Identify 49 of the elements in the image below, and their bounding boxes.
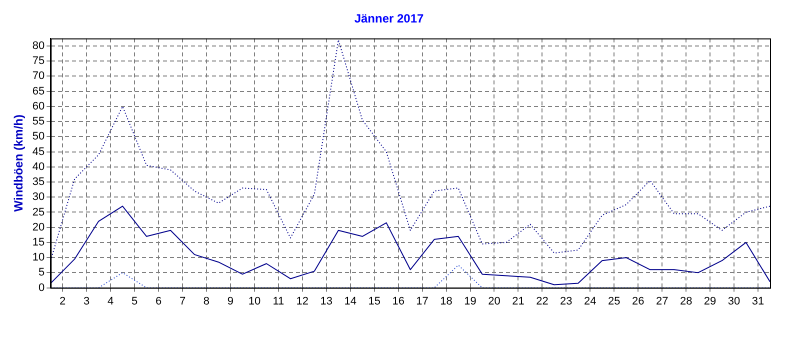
y-tick-label: 60 [32,100,45,112]
x-tick-label: 22 [536,295,548,308]
x-tick-label: 18 [440,295,452,308]
y-tick-label: 35 [32,176,45,188]
x-tick-label: 28 [680,295,692,308]
x-tick-label: 27 [656,295,668,308]
x-tick-label: 5 [132,295,138,308]
x-tick-label: 15 [368,295,380,308]
y-tick-label: 80 [32,40,45,52]
x-tick-label: 13 [320,295,333,308]
x-tick-label: 2 [60,295,66,308]
y-tick-label: 5 [38,266,45,279]
x-tick-label: 7 [179,295,186,308]
x-tick-label: 4 [108,295,114,308]
x-tick-label: 10 [248,295,261,308]
x-tick-label: 24 [584,295,596,308]
y-tick-label: 20 [32,221,45,234]
y-tick-label: 55 [32,116,45,128]
x-tick-label: 11 [272,295,284,308]
y-tick-label: 25 [32,206,45,218]
y-tick-label: 15 [32,236,45,248]
x-tick-label: 6 [155,295,162,308]
y-tick-label: 50 [32,130,45,143]
x-tick-label: 9 [227,295,234,308]
y-tick-label: 0 [38,282,45,294]
y-tick-label: 45 [32,146,45,158]
y-tick-label: 40 [32,160,45,173]
y-tick-label: 65 [32,85,45,98]
x-tick-label: 29 [704,295,716,308]
x-tick-label: 31 [752,295,764,308]
x-tick-label: 19 [464,295,476,308]
y-tick-label: 30 [32,191,45,204]
y-tick-label: 70 [32,70,45,82]
x-tick-label: 12 [296,295,309,308]
x-tick-label: 25 [608,295,620,308]
x-tick-label: 21 [512,295,524,308]
x-tick-label: 26 [632,295,644,308]
x-tick-label: 8 [203,295,210,308]
y-tick-label: 75 [32,55,45,68]
chart-title: Jänner 2017 [354,12,424,26]
x-tick-label: 23 [560,295,572,308]
x-tick-label: 3 [84,295,90,308]
x-tick-label: 30 [728,295,740,308]
x-tick-label: 17 [416,295,428,308]
x-tick-label: 20 [488,295,500,308]
x-tick-label: 14 [344,295,356,308]
y-tick-label: 10 [32,252,45,264]
x-tick-label: 16 [392,295,404,308]
y-axis-title: Windböen (km/h) [12,114,26,212]
